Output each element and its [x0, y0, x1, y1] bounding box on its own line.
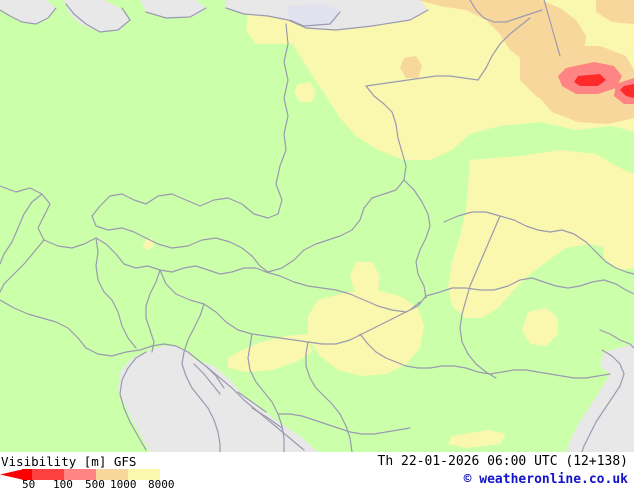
adriatic-arm [194, 360, 244, 404]
north-sea-2 [64, 0, 130, 32]
coast-northsea-a [0, 7, 57, 25]
border-ch-it [0, 193, 43, 265]
border-de-pl [275, 23, 289, 215]
colorbar-seg-100 [64, 469, 96, 480]
map-canvas[interactable] [0, 0, 634, 452]
border-ua-south [443, 211, 634, 275]
coast-haff [289, 11, 341, 27]
adriatic-sea [118, 346, 318, 452]
colorbar-seg-500 [96, 469, 128, 480]
border-hr-ba [181, 303, 221, 452]
legend-tick-3: 1000 [110, 478, 137, 490]
border-rs-east [305, 341, 353, 452]
border-lt-by [477, 17, 531, 81]
border-hu-north [265, 271, 427, 313]
map-footer: Visibility [m] GFS 50 100 500 1000 8000 … [0, 452, 634, 490]
black-sea [566, 364, 634, 452]
border-rs-ba [247, 333, 285, 452]
legend-title: Visibility [m] GFS [1, 454, 137, 469]
forecast-timestamp: Th 22-01-2026 06:00 UTC (12+138) [377, 454, 628, 469]
coast-adriatic-west [119, 351, 147, 451]
colorbar-arrow [0, 469, 22, 480]
border-bg-mk [277, 413, 411, 435]
coast-danube-delta [599, 329, 634, 349]
coast-island-a [193, 363, 221, 395]
legend-tick-labels: 50 100 500 1000 8000 [0, 478, 190, 490]
coast-island-c [237, 391, 267, 413]
inland-water-north [286, 4, 340, 26]
visibility-map[interactable] [0, 0, 634, 452]
black-sea-north [600, 344, 634, 376]
coast-northsea-b [65, 3, 131, 33]
border-cz-south [145, 237, 269, 273]
border-hu-south [159, 269, 421, 345]
coast-northsea-c [145, 7, 207, 19]
colorbar-seg-1000 [128, 469, 160, 480]
copyright-notice[interactable]: © weatheronline.co.uk [463, 472, 628, 487]
coast-baltic [225, 7, 429, 31]
legend-tick-0: 50 [22, 478, 36, 490]
border-ua-sk [403, 179, 431, 299]
border-pl-east [365, 75, 479, 87]
border-north-east [469, 0, 543, 23]
colorbar-seg-min [22, 469, 32, 480]
borders-layer [0, 0, 634, 452]
coast-adriatic-east [151, 343, 305, 451]
border-bg-ro-danube [359, 333, 611, 379]
coast-island-d [251, 407, 283, 429]
border-it-slovenia [0, 299, 153, 357]
border-cz-west [91, 193, 279, 239]
legend-tick-2: 500 [85, 478, 105, 490]
border-si-hr [145, 269, 161, 353]
border-by-ua [543, 0, 561, 57]
water-bodies [0, 0, 634, 452]
border-pl-sk-east [267, 85, 407, 273]
colorbar-seg-50 [32, 469, 64, 480]
north-sea-3 [140, 0, 206, 18]
colorbar-svg [0, 469, 160, 480]
border-ro-west [459, 215, 501, 379]
coast-black-sea [581, 349, 625, 452]
border-at-slovenia [95, 237, 137, 349]
coast-island-b [205, 365, 225, 389]
legend-colorbar [0, 469, 160, 480]
border-at-north [0, 185, 267, 275]
border-ro-north [425, 277, 634, 297]
legend-tick-4: 8000 [148, 478, 175, 490]
legend-tick-1: 100 [53, 478, 73, 490]
border-it-north [0, 239, 45, 293]
